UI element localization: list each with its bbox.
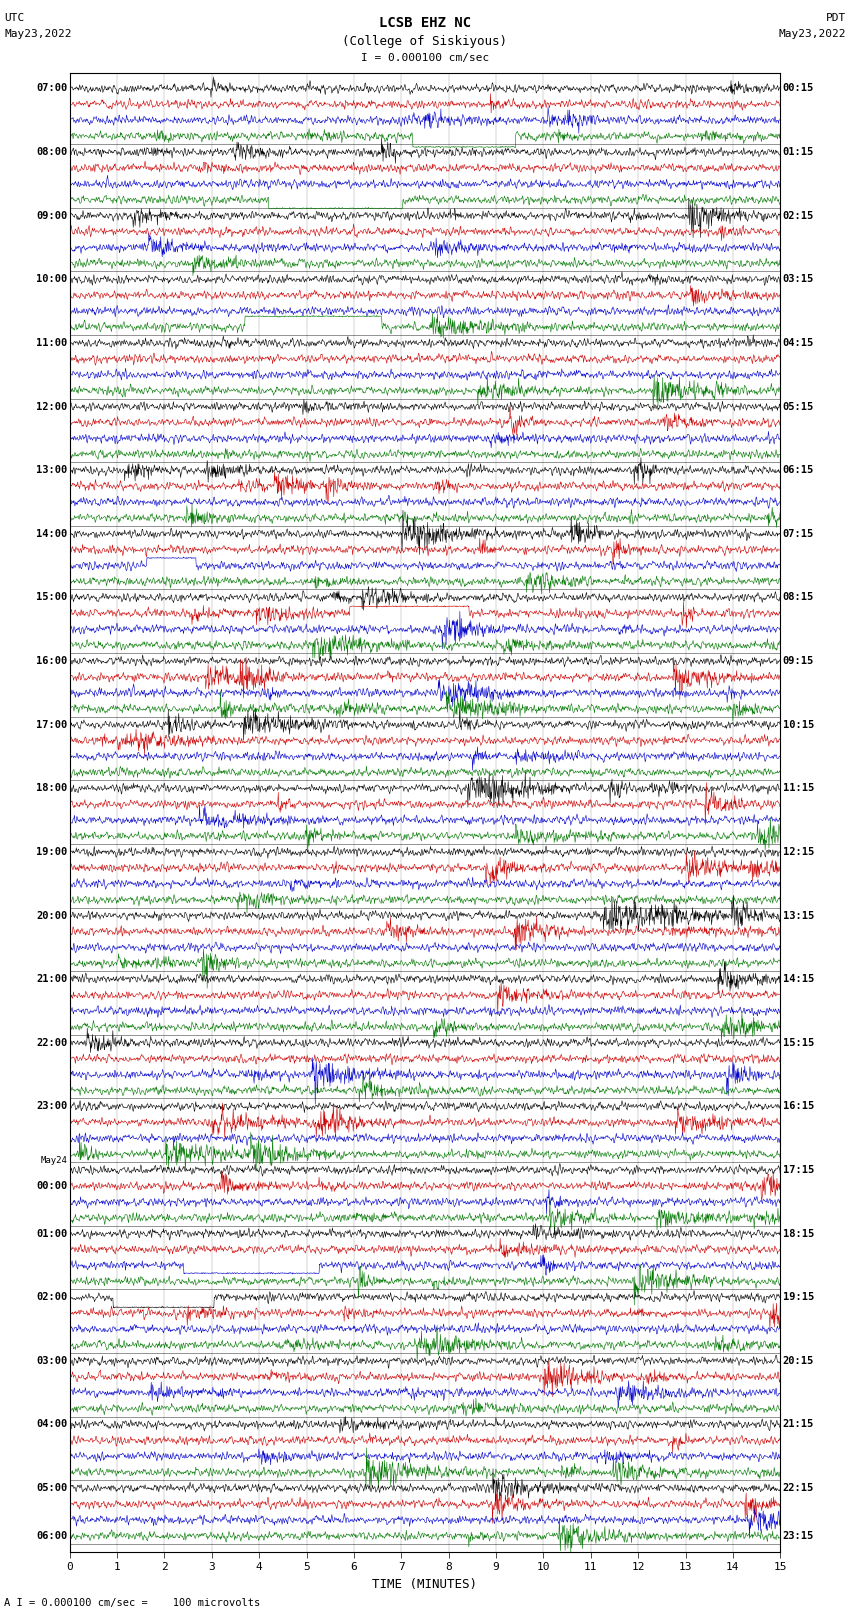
Text: 23:15: 23:15 bbox=[783, 1531, 814, 1540]
Text: A I = 0.000100 cm/sec =    100 microvolts: A I = 0.000100 cm/sec = 100 microvolts bbox=[4, 1598, 260, 1608]
Text: 22:00: 22:00 bbox=[36, 1037, 67, 1048]
Text: 20:15: 20:15 bbox=[783, 1357, 814, 1366]
Text: 09:00: 09:00 bbox=[36, 211, 67, 221]
Text: 11:00: 11:00 bbox=[36, 339, 67, 348]
Text: PDT: PDT bbox=[825, 13, 846, 23]
Text: 20:00: 20:00 bbox=[36, 910, 67, 921]
Text: 02:00: 02:00 bbox=[36, 1292, 67, 1302]
Text: 22:15: 22:15 bbox=[783, 1482, 814, 1494]
Text: (College of Siskiyous): (College of Siskiyous) bbox=[343, 35, 507, 48]
Text: LCSB EHZ NC: LCSB EHZ NC bbox=[379, 16, 471, 31]
Text: 07:00: 07:00 bbox=[36, 84, 67, 94]
Text: 03:00: 03:00 bbox=[36, 1357, 67, 1366]
Text: 12:15: 12:15 bbox=[783, 847, 814, 857]
Text: 15:00: 15:00 bbox=[36, 592, 67, 602]
Text: 00:00: 00:00 bbox=[36, 1181, 67, 1190]
Text: 17:00: 17:00 bbox=[36, 719, 67, 729]
Text: 16:15: 16:15 bbox=[783, 1102, 814, 1111]
Text: 18:00: 18:00 bbox=[36, 784, 67, 794]
Text: May24: May24 bbox=[40, 1157, 67, 1165]
Text: 08:00: 08:00 bbox=[36, 147, 67, 156]
Text: 13:15: 13:15 bbox=[783, 910, 814, 921]
Text: 16:00: 16:00 bbox=[36, 656, 67, 666]
X-axis label: TIME (MINUTES): TIME (MINUTES) bbox=[372, 1578, 478, 1590]
Text: 11:15: 11:15 bbox=[783, 784, 814, 794]
Text: 00:15: 00:15 bbox=[783, 84, 814, 94]
Text: 14:00: 14:00 bbox=[36, 529, 67, 539]
Text: 23:00: 23:00 bbox=[36, 1102, 67, 1111]
Text: 10:15: 10:15 bbox=[783, 719, 814, 729]
Text: 15:15: 15:15 bbox=[783, 1037, 814, 1048]
Text: 04:00: 04:00 bbox=[36, 1419, 67, 1429]
Text: 19:00: 19:00 bbox=[36, 847, 67, 857]
Text: 10:00: 10:00 bbox=[36, 274, 67, 284]
Text: I = 0.000100 cm/sec: I = 0.000100 cm/sec bbox=[361, 53, 489, 63]
Text: 09:15: 09:15 bbox=[783, 656, 814, 666]
Text: May23,2022: May23,2022 bbox=[779, 29, 846, 39]
Text: 01:00: 01:00 bbox=[36, 1229, 67, 1239]
Text: 06:00: 06:00 bbox=[36, 1531, 67, 1540]
Text: 21:00: 21:00 bbox=[36, 974, 67, 984]
Text: UTC: UTC bbox=[4, 13, 25, 23]
Text: 05:15: 05:15 bbox=[783, 402, 814, 411]
Text: May23,2022: May23,2022 bbox=[4, 29, 71, 39]
Text: 07:15: 07:15 bbox=[783, 529, 814, 539]
Text: 13:00: 13:00 bbox=[36, 465, 67, 476]
Text: 08:15: 08:15 bbox=[783, 592, 814, 602]
Text: 05:00: 05:00 bbox=[36, 1482, 67, 1494]
Text: 02:15: 02:15 bbox=[783, 211, 814, 221]
Text: 14:15: 14:15 bbox=[783, 974, 814, 984]
Text: 03:15: 03:15 bbox=[783, 274, 814, 284]
Text: 21:15: 21:15 bbox=[783, 1419, 814, 1429]
Text: 01:15: 01:15 bbox=[783, 147, 814, 156]
Text: 06:15: 06:15 bbox=[783, 465, 814, 476]
Text: 04:15: 04:15 bbox=[783, 339, 814, 348]
Text: 19:15: 19:15 bbox=[783, 1292, 814, 1302]
Text: 12:00: 12:00 bbox=[36, 402, 67, 411]
Text: 17:15: 17:15 bbox=[783, 1165, 814, 1174]
Text: 18:15: 18:15 bbox=[783, 1229, 814, 1239]
